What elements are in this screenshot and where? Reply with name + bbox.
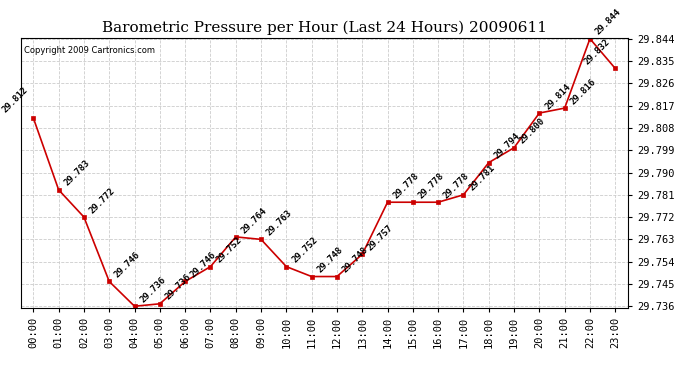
Text: 29.814: 29.814 xyxy=(543,82,572,111)
Text: 29.748: 29.748 xyxy=(315,245,344,274)
Text: 29.772: 29.772 xyxy=(88,186,117,215)
Text: 29.763: 29.763 xyxy=(265,208,294,237)
Text: 29.752: 29.752 xyxy=(290,236,319,265)
Text: 29.778: 29.778 xyxy=(417,171,446,200)
Text: 29.794: 29.794 xyxy=(493,132,522,160)
Text: 29.778: 29.778 xyxy=(391,171,420,200)
Text: 29.757: 29.757 xyxy=(366,223,395,252)
Text: 29.781: 29.781 xyxy=(467,164,496,193)
Text: 29.783: 29.783 xyxy=(62,159,92,188)
Text: 29.746: 29.746 xyxy=(113,251,142,279)
Title: Barometric Pressure per Hour (Last 24 Hours) 20090611: Barometric Pressure per Hour (Last 24 Ho… xyxy=(102,21,546,35)
Text: 29.816: 29.816 xyxy=(569,77,598,106)
Text: Copyright 2009 Cartronics.com: Copyright 2009 Cartronics.com xyxy=(23,46,155,55)
Text: 29.748: 29.748 xyxy=(341,245,370,274)
Text: 29.764: 29.764 xyxy=(239,206,268,235)
Text: 29.812: 29.812 xyxy=(1,85,30,114)
Text: 29.832: 29.832 xyxy=(582,38,611,66)
Text: 29.746: 29.746 xyxy=(189,251,218,279)
Text: 29.752: 29.752 xyxy=(214,236,244,265)
Text: 29.844: 29.844 xyxy=(593,8,623,37)
Text: 29.800: 29.800 xyxy=(518,117,547,146)
Text: 29.736: 29.736 xyxy=(138,275,168,304)
Text: 29.736: 29.736 xyxy=(164,273,193,302)
Text: 29.778: 29.778 xyxy=(442,171,471,200)
